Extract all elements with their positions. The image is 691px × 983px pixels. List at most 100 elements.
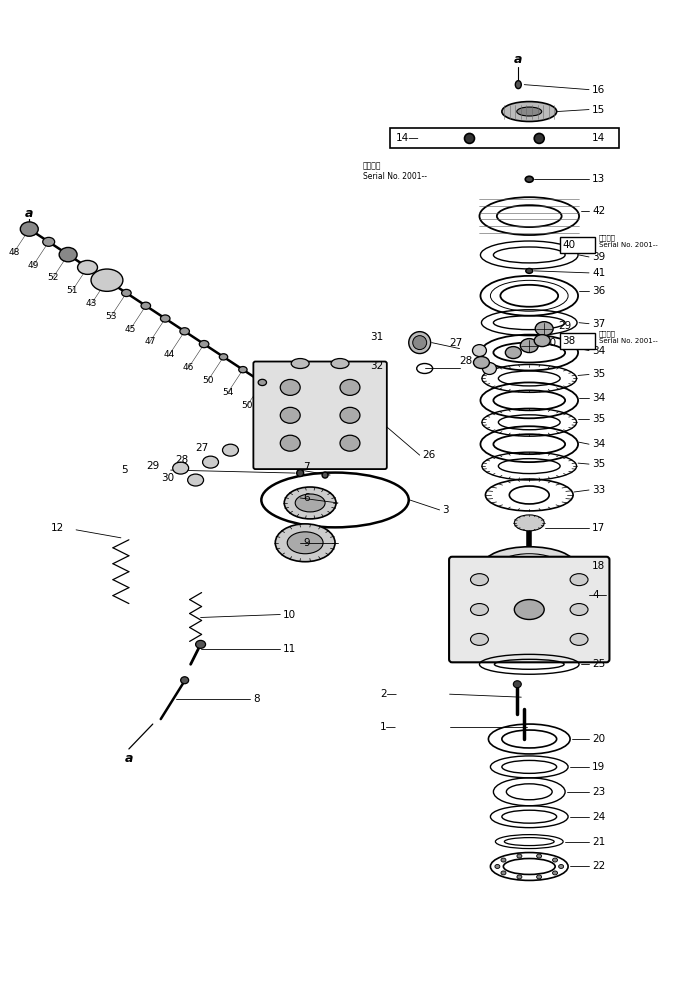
Text: 17: 17 [592, 523, 605, 533]
Ellipse shape [570, 604, 588, 615]
Text: 31: 31 [370, 331, 383, 342]
Ellipse shape [525, 176, 533, 182]
Text: 14—: 14— [396, 134, 419, 144]
Text: 1—: 1— [380, 723, 397, 732]
Text: 35: 35 [592, 459, 605, 469]
Text: 33: 33 [592, 485, 605, 495]
Text: 34: 34 [592, 393, 605, 403]
Ellipse shape [173, 462, 189, 474]
Ellipse shape [238, 367, 247, 373]
Ellipse shape [340, 435, 360, 451]
Text: 27: 27 [450, 337, 463, 348]
Text: 2—: 2— [380, 689, 397, 699]
Text: 34: 34 [592, 439, 605, 449]
Ellipse shape [517, 107, 542, 116]
Text: 30: 30 [161, 473, 174, 483]
Ellipse shape [514, 515, 545, 531]
Ellipse shape [537, 854, 542, 858]
Text: 22: 22 [592, 861, 605, 872]
Text: 適用号機
Serial No. 2001--: 適用号機 Serial No. 2001-- [363, 161, 427, 182]
Ellipse shape [471, 633, 489, 646]
Ellipse shape [471, 574, 489, 586]
Text: 53: 53 [105, 312, 117, 320]
Text: 18: 18 [592, 560, 605, 571]
Text: 35: 35 [592, 414, 605, 425]
Text: 39: 39 [592, 252, 605, 261]
Ellipse shape [536, 321, 553, 335]
Ellipse shape [514, 600, 545, 619]
Ellipse shape [59, 248, 77, 261]
Ellipse shape [284, 487, 336, 519]
Text: 38: 38 [562, 335, 576, 346]
Ellipse shape [570, 633, 588, 646]
Ellipse shape [520, 338, 538, 353]
Text: 29: 29 [146, 461, 159, 471]
Ellipse shape [296, 470, 303, 477]
Text: 50: 50 [241, 401, 253, 410]
Ellipse shape [501, 871, 506, 875]
Text: 21: 21 [592, 837, 605, 846]
Ellipse shape [464, 134, 475, 144]
Ellipse shape [473, 345, 486, 357]
Text: 7: 7 [303, 462, 310, 472]
Text: 54: 54 [222, 388, 234, 397]
Ellipse shape [517, 875, 522, 879]
Ellipse shape [471, 604, 489, 615]
Ellipse shape [43, 237, 55, 247]
Ellipse shape [77, 260, 97, 274]
Text: 14: 14 [592, 134, 605, 144]
Text: 16: 16 [592, 85, 605, 94]
FancyBboxPatch shape [560, 237, 595, 253]
Text: 35: 35 [592, 370, 605, 379]
Text: 20: 20 [592, 734, 605, 744]
Ellipse shape [331, 359, 349, 369]
Text: 10: 10 [283, 609, 296, 619]
Ellipse shape [570, 574, 588, 586]
Ellipse shape [281, 379, 300, 395]
Ellipse shape [291, 359, 309, 369]
Text: 48: 48 [8, 248, 19, 257]
Ellipse shape [196, 640, 205, 649]
Ellipse shape [141, 302, 151, 310]
Text: 12: 12 [51, 523, 64, 533]
Ellipse shape [20, 222, 38, 236]
Ellipse shape [281, 407, 300, 424]
Ellipse shape [409, 331, 430, 354]
Text: 19: 19 [592, 762, 605, 772]
Text: 36: 36 [592, 286, 605, 296]
Ellipse shape [482, 363, 496, 375]
FancyBboxPatch shape [390, 129, 619, 148]
Ellipse shape [520, 558, 538, 571]
Text: 37: 37 [592, 318, 605, 328]
Text: 27: 27 [196, 443, 209, 453]
Text: 40: 40 [562, 240, 575, 250]
Ellipse shape [180, 327, 189, 335]
Ellipse shape [322, 472, 328, 478]
Text: a: a [25, 206, 33, 219]
Ellipse shape [340, 379, 360, 395]
Text: 24: 24 [592, 812, 605, 822]
Text: 43: 43 [86, 299, 97, 308]
Text: 46: 46 [183, 363, 194, 372]
Ellipse shape [517, 854, 522, 858]
Text: 50: 50 [202, 376, 214, 384]
Ellipse shape [188, 474, 204, 486]
Text: 51: 51 [66, 286, 78, 295]
FancyBboxPatch shape [560, 332, 595, 349]
Text: 42: 42 [592, 206, 605, 216]
Text: 28: 28 [460, 356, 473, 366]
Ellipse shape [553, 871, 558, 875]
Text: 8: 8 [254, 694, 260, 704]
Ellipse shape [160, 315, 170, 322]
Ellipse shape [281, 435, 300, 451]
Ellipse shape [534, 334, 550, 347]
Ellipse shape [275, 524, 335, 561]
Text: 9: 9 [303, 538, 310, 548]
Ellipse shape [515, 81, 521, 88]
Ellipse shape [295, 494, 325, 512]
Ellipse shape [513, 681, 521, 688]
Text: 3: 3 [443, 505, 449, 515]
Ellipse shape [122, 289, 131, 297]
Ellipse shape [495, 864, 500, 868]
Ellipse shape [91, 269, 123, 291]
